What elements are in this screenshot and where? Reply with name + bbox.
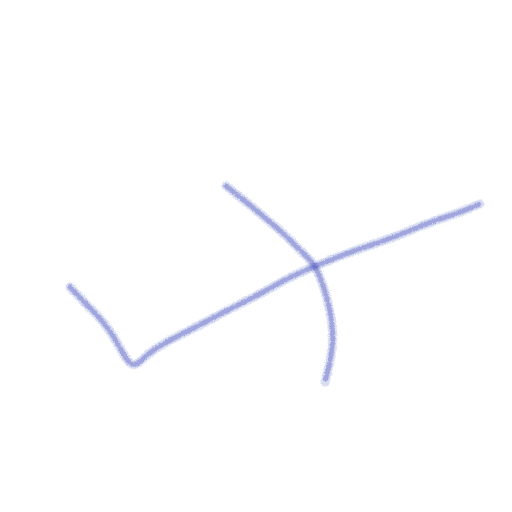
checkmark-stroke <box>67 201 483 367</box>
curved-stroke <box>223 183 336 385</box>
